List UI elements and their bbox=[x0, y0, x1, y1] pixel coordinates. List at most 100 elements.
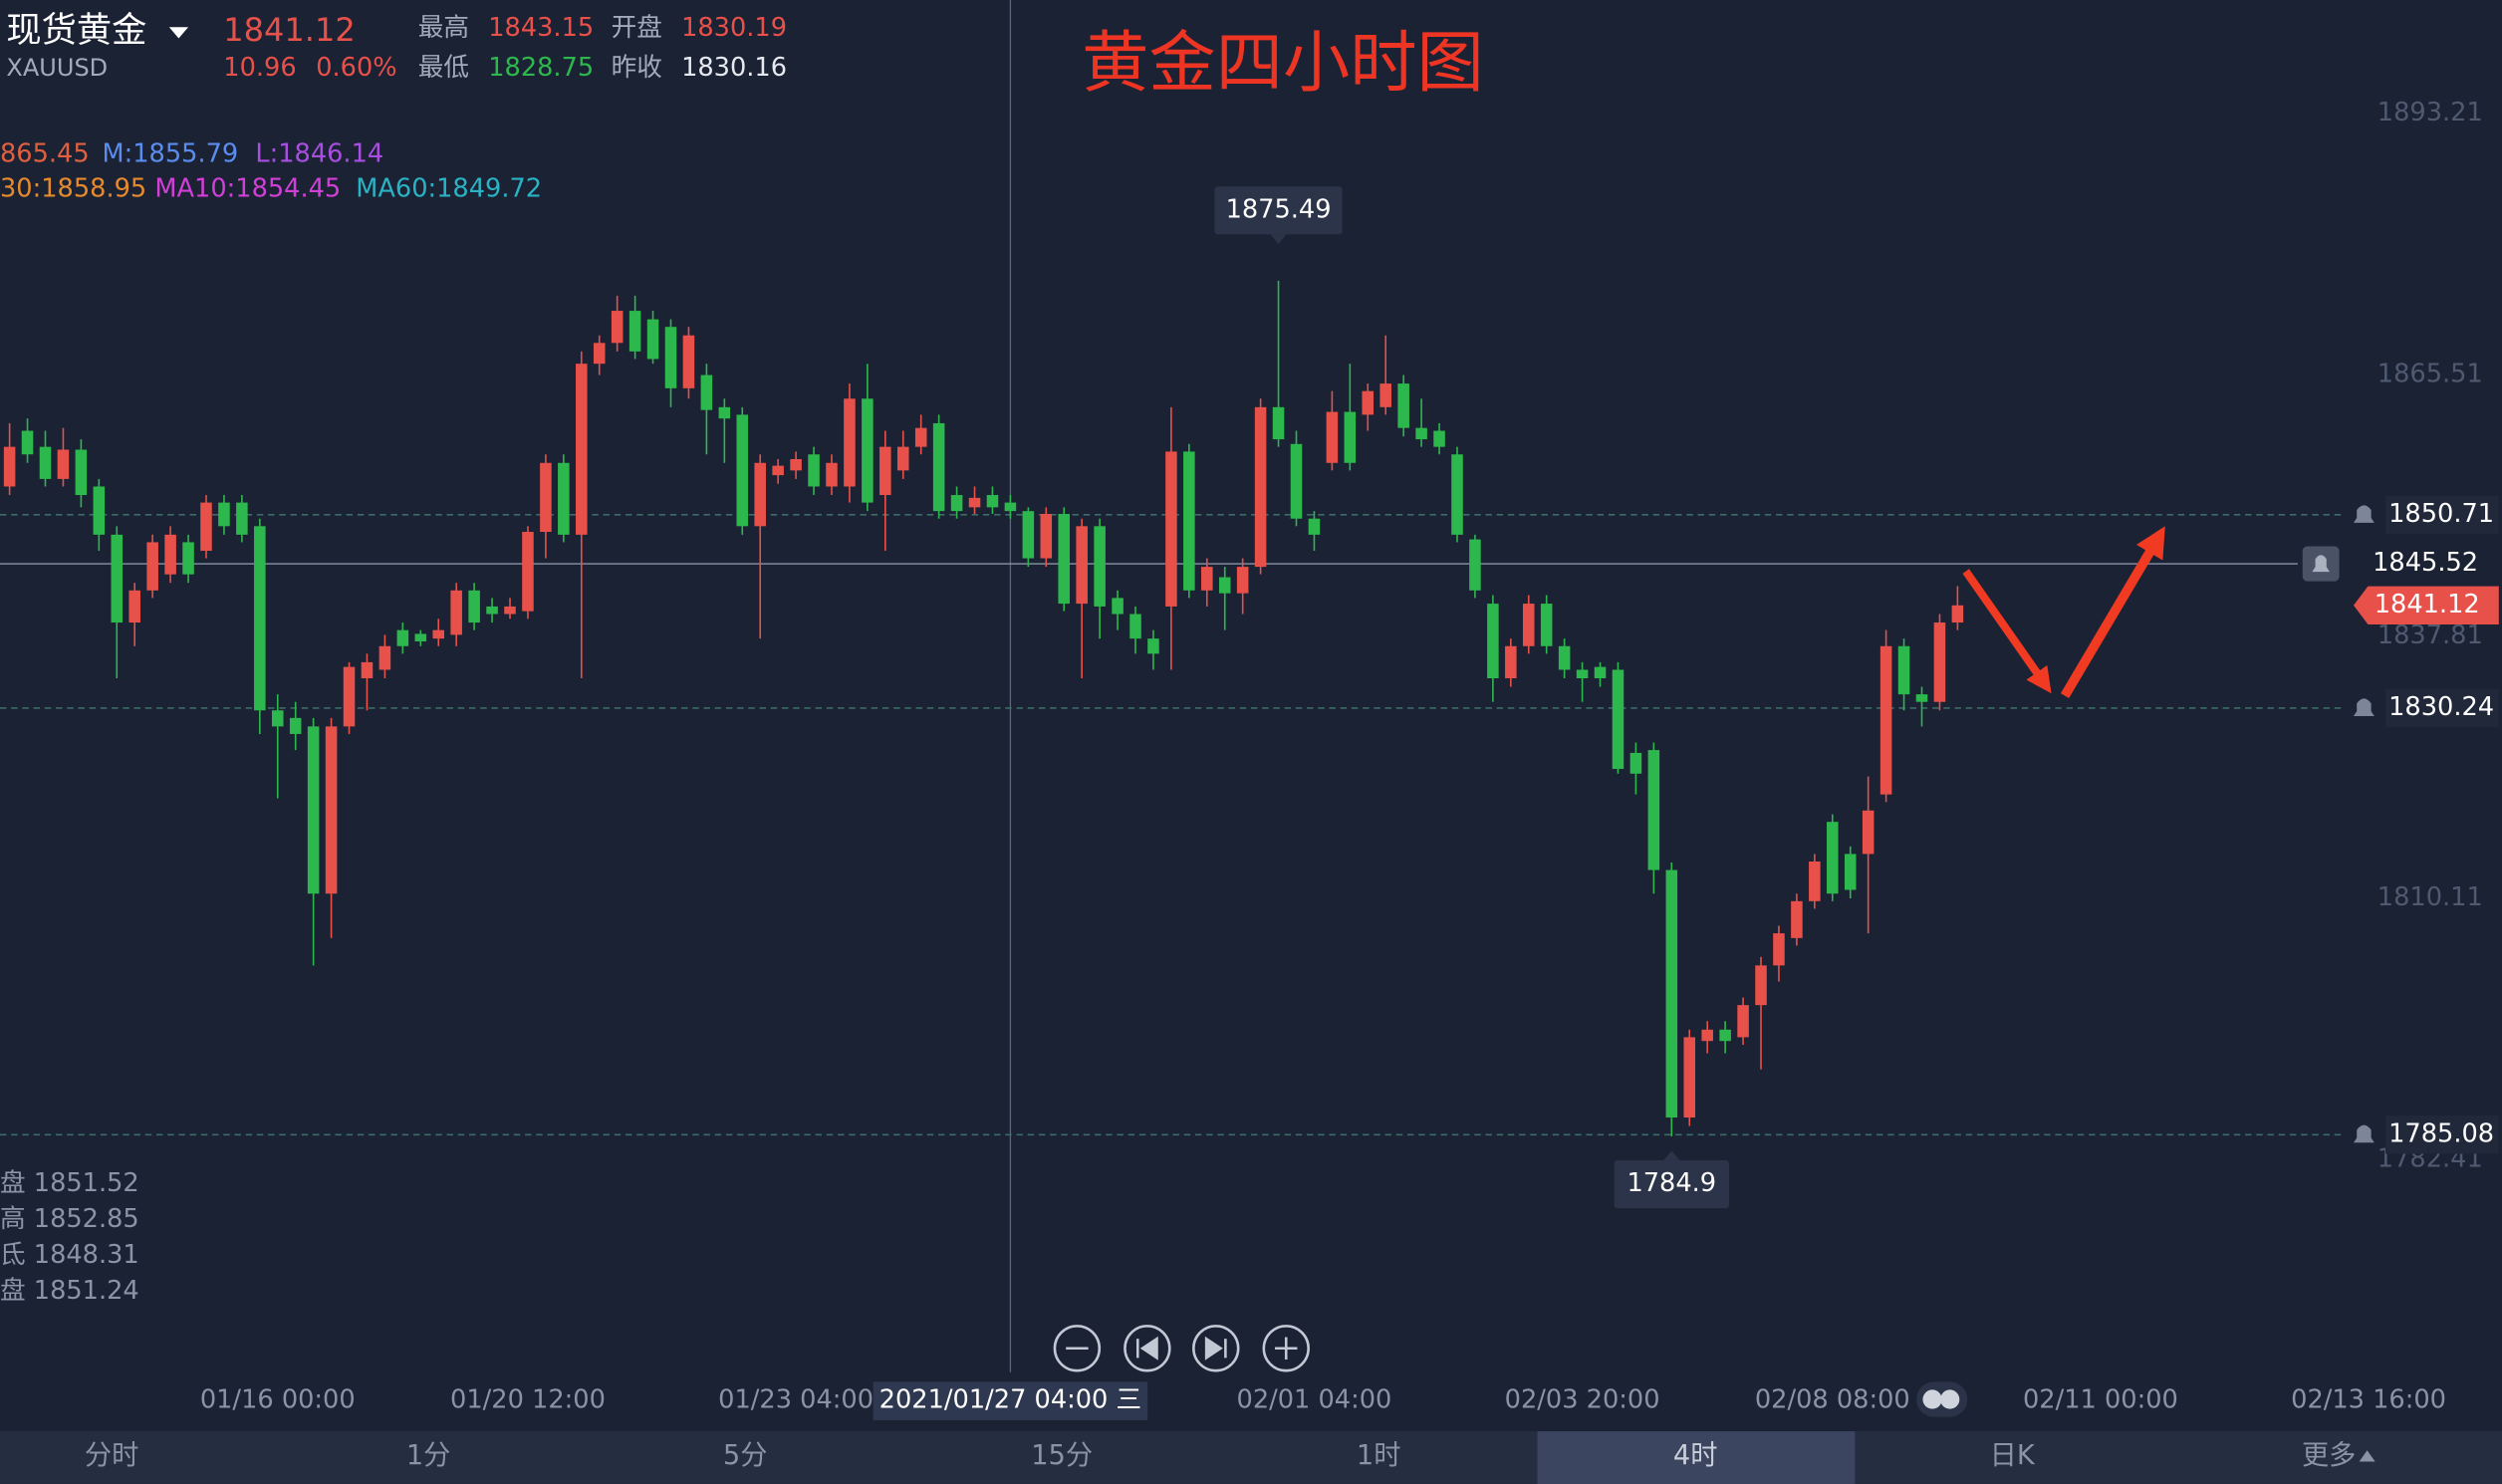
candle-body bbox=[736, 414, 749, 527]
candle-body bbox=[1165, 451, 1177, 607]
candle-body bbox=[1629, 752, 1642, 774]
candle-body bbox=[1112, 598, 1124, 615]
stat-value: 1828.75 bbox=[488, 53, 594, 83]
last-price: 1841.12 bbox=[2375, 590, 2480, 619]
bell-icon[interactable] bbox=[2354, 505, 2375, 523]
candle-body bbox=[1129, 614, 1141, 639]
candle-body bbox=[1844, 854, 1857, 890]
candle-body bbox=[200, 502, 212, 551]
candle-body bbox=[1701, 1029, 1713, 1042]
candle-body bbox=[1827, 822, 1839, 894]
alert-tag bbox=[2385, 495, 2499, 535]
candle-body bbox=[1076, 526, 1088, 605]
candle-body bbox=[218, 502, 230, 527]
x-tick-label: 02/08 08:00 bbox=[1755, 1385, 1910, 1415]
candle-body bbox=[432, 629, 445, 639]
x-tick-label: 01/16 00:00 bbox=[200, 1385, 356, 1415]
last-price-tag bbox=[2354, 586, 2499, 625]
tab-bar bbox=[0, 1431, 2502, 1484]
candle-body bbox=[1344, 411, 1357, 463]
alert-value: 1785.08 bbox=[2388, 1118, 2494, 1148]
stat-label: 开盘 bbox=[612, 13, 662, 43]
candle-body bbox=[1004, 502, 1017, 512]
bell-icon[interactable] bbox=[2354, 1124, 2375, 1143]
bell-icon[interactable] bbox=[2354, 698, 2375, 716]
candle-body bbox=[236, 502, 248, 535]
candle-body bbox=[914, 427, 927, 447]
candle-body bbox=[772, 465, 784, 476]
instrument-name[interactable]: 现货黄金 bbox=[6, 10, 146, 51]
candle-body bbox=[522, 532, 534, 612]
candle-body bbox=[1236, 567, 1249, 594]
candle-body bbox=[1576, 669, 1589, 679]
candle-body bbox=[57, 449, 70, 479]
annotation-arrow bbox=[2060, 526, 2165, 698]
candle-body bbox=[593, 343, 606, 365]
x-tick-label: 02/13 16:00 bbox=[2291, 1385, 2446, 1415]
candle-body bbox=[504, 606, 516, 615]
candle-body bbox=[1558, 645, 1571, 670]
tab-label[interactable]: 日K bbox=[1990, 1440, 2036, 1471]
high-marker-pointer bbox=[1270, 234, 1287, 244]
indicator-legend: MA10:1854.45 bbox=[154, 174, 341, 204]
tab-label[interactable]: 5分 bbox=[723, 1440, 768, 1471]
zoom-in-button[interactable] bbox=[1262, 1325, 1310, 1372]
zoom-out-button[interactable] bbox=[1053, 1325, 1102, 1372]
stat-value: 1843.15 bbox=[488, 13, 594, 43]
high-marker-box bbox=[1214, 186, 1343, 235]
y-tick-label: 1837.81 bbox=[2377, 620, 2483, 650]
info-line: 盘 1851.24 bbox=[0, 1276, 139, 1306]
tabs: 分时 1分 5分 15分 1时 4时 日K 更多 bbox=[85, 1431, 2376, 1484]
tab-label[interactable]: 4时 bbox=[1673, 1440, 1718, 1471]
bell-icon bbox=[2312, 555, 2330, 573]
candle-body bbox=[1594, 666, 1607, 679]
candle-body bbox=[414, 633, 427, 642]
crosshair-date-box bbox=[873, 1381, 1148, 1420]
candle-body bbox=[1862, 810, 1875, 855]
tab-label[interactable]: 分时 bbox=[85, 1440, 138, 1471]
crosshair-date: 2021/01/27 04:00 三 bbox=[879, 1385, 1141, 1415]
candle-body bbox=[343, 666, 356, 727]
more-arrow[interactable] bbox=[2359, 1450, 2376, 1462]
dropdown-arrow[interactable] bbox=[168, 27, 189, 39]
tab-label[interactable]: 1分 bbox=[406, 1440, 451, 1471]
candle-body bbox=[664, 327, 677, 388]
candle-body bbox=[3, 446, 16, 487]
toggle-icon[interactable] bbox=[1916, 1381, 1968, 1417]
candle-body bbox=[111, 534, 124, 623]
alert-tag bbox=[2385, 1115, 2499, 1154]
candle-body bbox=[164, 534, 176, 575]
active-tab[interactable] bbox=[1537, 1431, 1856, 1484]
candle-body bbox=[950, 495, 963, 512]
info-line: 氐 1848.31 bbox=[0, 1240, 139, 1270]
candle-body bbox=[540, 462, 552, 533]
candle-body bbox=[1612, 669, 1625, 770]
candle-body bbox=[450, 590, 462, 635]
candle-body bbox=[396, 629, 409, 646]
candle-body bbox=[1433, 430, 1445, 447]
candle-body bbox=[1809, 862, 1821, 901]
tab-label[interactable]: 更多 bbox=[2302, 1440, 2356, 1471]
tab-label[interactable]: 15分 bbox=[1031, 1440, 1093, 1471]
next-button[interactable] bbox=[1192, 1325, 1240, 1372]
stat-value: 1830.19 bbox=[681, 13, 787, 43]
change-percent: 0.60% bbox=[316, 53, 396, 83]
tab-label[interactable]: 1时 bbox=[1357, 1440, 1401, 1471]
candle-body bbox=[1022, 511, 1035, 559]
candle-body bbox=[1201, 567, 1213, 591]
candle-body bbox=[1665, 869, 1678, 1118]
candle-body bbox=[182, 542, 194, 575]
alert-tag bbox=[2385, 688, 2499, 728]
crosshair-value: 1845.52 bbox=[2373, 548, 2478, 578]
candle-body bbox=[1879, 645, 1892, 795]
info-line: 盘 1851.52 bbox=[0, 1168, 139, 1198]
candle-body bbox=[808, 454, 820, 487]
candle-body bbox=[1308, 518, 1321, 535]
labels: 黄金四小时图 865.45 M:1855.79 L:1846.14 30:1858.95… bbox=[0, 24, 2499, 1420]
previous-button[interactable] bbox=[1124, 1325, 1171, 1372]
indicator-legend: MA60:1849.72 bbox=[356, 174, 542, 204]
indicator-legend: 865.45 bbox=[0, 138, 90, 168]
high-marker: 1875.49 bbox=[1226, 194, 1332, 224]
low-marker-pointer bbox=[1663, 1150, 1680, 1161]
